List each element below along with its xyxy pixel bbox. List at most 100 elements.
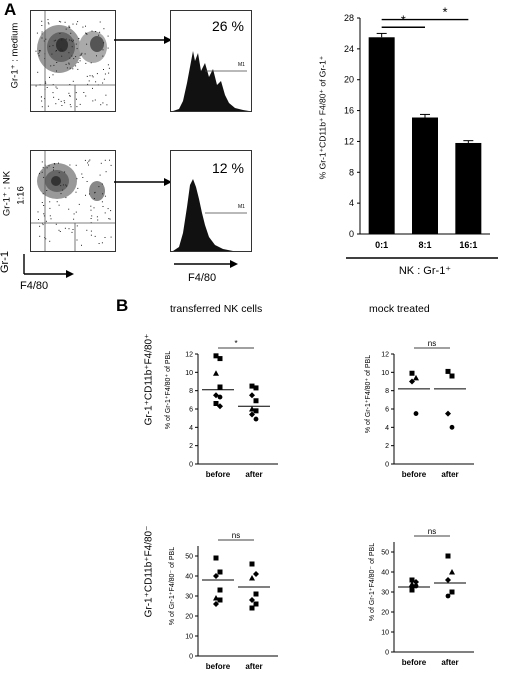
event-dot — [45, 220, 47, 222]
event-dot — [76, 225, 78, 227]
data-point — [409, 577, 415, 583]
data-point — [449, 373, 455, 379]
event-dot — [77, 21, 79, 23]
data-point — [213, 353, 219, 359]
event-dot — [86, 75, 88, 77]
data-point — [409, 587, 415, 593]
event-dot — [91, 30, 93, 32]
event-dot — [38, 51, 40, 53]
event-dot — [90, 209, 92, 211]
data-point — [217, 403, 223, 410]
scatter-ytick-label: 2 — [385, 443, 389, 450]
event-dot — [64, 21, 66, 23]
event-dot — [79, 57, 81, 59]
event-dot — [93, 198, 95, 199]
event-dot — [88, 164, 89, 166]
scatter-ytick-label: 8 — [385, 388, 389, 395]
event-dot — [60, 21, 62, 23]
event-dot — [60, 185, 62, 187]
event-dot — [41, 25, 43, 26]
bar — [455, 142, 482, 234]
sig-label: ns — [232, 531, 240, 540]
event-dot — [68, 208, 70, 210]
row-label-bottom: Gr-1⁺CD11b⁺F4/80⁻ — [143, 525, 155, 618]
data-point — [413, 579, 419, 585]
event-dot — [99, 21, 101, 23]
event-dot — [42, 193, 44, 195]
event-dot — [109, 218, 111, 220]
event-dot — [95, 31, 97, 32]
event-dot — [41, 33, 43, 35]
event-dot — [69, 26, 71, 28]
event-dot — [95, 81, 97, 83]
sig-star: * — [442, 5, 447, 20]
data-point — [253, 398, 259, 404]
percent-medium: 26 % — [212, 18, 244, 34]
scatter-nk-top: 0 2 4 6 8 10 12 before after * — [185, 339, 278, 479]
event-dot — [76, 239, 78, 241]
event-dot — [63, 100, 65, 102]
event-dot — [109, 159, 110, 161]
data-point — [253, 571, 259, 577]
event-dot — [49, 207, 51, 209]
scatter-ytick-label: 30 — [381, 590, 389, 597]
event-dot — [58, 162, 59, 164]
event-dot — [89, 75, 91, 77]
event-dot — [94, 235, 96, 237]
event-dot — [76, 48, 78, 50]
event-dot — [86, 181, 88, 182]
event-dot — [70, 39, 72, 41]
event-dot — [62, 189, 64, 191]
event-dot — [64, 102, 66, 104]
event-dot — [77, 68, 79, 70]
event-dot — [70, 106, 72, 108]
event-dot — [87, 83, 89, 85]
event-dot — [68, 39, 70, 41]
event-dot — [51, 53, 53, 55]
data-point — [249, 561, 255, 567]
event-dot — [60, 100, 62, 102]
bar — [368, 37, 395, 235]
event-dot — [96, 73, 98, 75]
event-dot — [72, 80, 74, 82]
bar-ytick-label: 20 — [344, 75, 354, 85]
event-dot — [104, 73, 106, 75]
bar — [412, 117, 438, 234]
histogram-medium-graphic — [173, 51, 249, 111]
event-dot — [54, 163, 56, 165]
event-dot — [47, 105, 49, 107]
scatter-category-label: after — [441, 470, 458, 479]
flow-row2-ylabel-line2: 1:16 — [15, 186, 27, 205]
event-dot — [37, 211, 39, 213]
event-dot — [41, 106, 43, 108]
event-dot — [85, 25, 86, 27]
event-dot — [35, 50, 37, 52]
event-dot — [50, 218, 52, 220]
event-dot — [64, 171, 66, 173]
event-dot — [52, 92, 54, 94]
event-dot — [38, 50, 40, 51]
event-dot — [107, 35, 109, 37]
event-dot — [49, 76, 50, 78]
event-dot — [53, 163, 55, 164]
data-point — [213, 370, 219, 376]
scatter-ytick-label: 10 — [381, 370, 389, 377]
event-dot — [43, 205, 45, 206]
data-point — [249, 575, 255, 581]
event-dot — [100, 104, 102, 106]
event-dot — [91, 75, 93, 77]
event-dot — [94, 99, 96, 101]
data-point — [409, 581, 415, 587]
event-dot — [69, 164, 71, 166]
event-dot — [99, 31, 101, 33]
scatter-category-label: before — [402, 470, 427, 479]
data-point — [217, 356, 223, 362]
event-dot — [73, 213, 75, 215]
data-point — [213, 392, 219, 399]
event-dot — [82, 26, 84, 28]
event-dot — [86, 33, 88, 35]
event-dot — [75, 191, 77, 193]
scatter-ytick-label: 50 — [185, 554, 193, 561]
event-dot — [90, 234, 92, 236]
data-point — [213, 401, 219, 406]
